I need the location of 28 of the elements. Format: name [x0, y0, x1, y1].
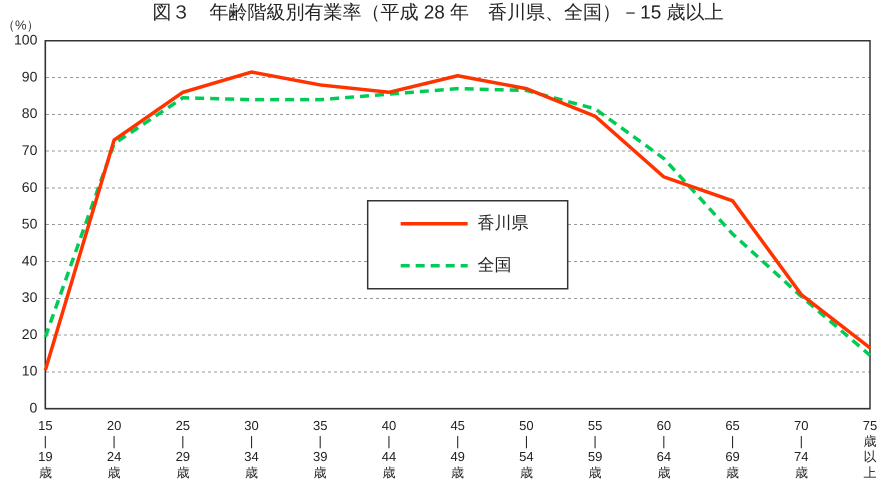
- y-tick-label: 10: [22, 362, 38, 379]
- x-tick-label: 50 | 54 歳: [519, 418, 534, 480]
- y-tick-label: 20: [22, 326, 38, 342]
- x-tick-label: 60 | 64 歳: [656, 418, 672, 480]
- y-tick-label: 30: [22, 289, 38, 306]
- legend-label: 全国: [478, 255, 512, 274]
- x-tick-label: 55 | 59 歳: [588, 418, 602, 480]
- y-tick-label: 40: [22, 252, 38, 268]
- x-tick-label: 65 | 69 歳: [725, 418, 740, 480]
- y-tick-label: 50: [22, 216, 38, 232]
- x-tick-label: 40 | 44 歳: [382, 418, 396, 480]
- y-tick-label: 90: [22, 68, 38, 84]
- legend-label: 香川県: [478, 213, 529, 232]
- x-tick-label: 30 | 34 歳: [244, 418, 259, 480]
- y-tick-label: 70: [22, 142, 38, 158]
- y-axis-title: （%）: [2, 18, 40, 33]
- x-tick-label: 75 歳以上: [862, 418, 878, 480]
- x-tick-label: 70 | 74 歳: [794, 418, 809, 480]
- y-tick-label: 60: [22, 178, 38, 195]
- chart-title: 図３ 年齢階級別有業率（平成 28 年 香川県、全国）－15 歳以上: [152, 2, 724, 24]
- y-tick-label: 80: [22, 105, 38, 122]
- x-tick-label: 15 | 19 歳: [38, 418, 53, 480]
- y-tick-label: 0: [30, 399, 38, 416]
- x-tick-label: 20 | 24 歳: [106, 418, 122, 480]
- x-tick-label: 45 | 49 歳: [450, 418, 465, 480]
- x-tick-label: 35 | 39 歳: [313, 418, 328, 480]
- y-tick-label: 100: [14, 32, 38, 48]
- x-tick-label: 25 | 29 歳: [176, 418, 190, 480]
